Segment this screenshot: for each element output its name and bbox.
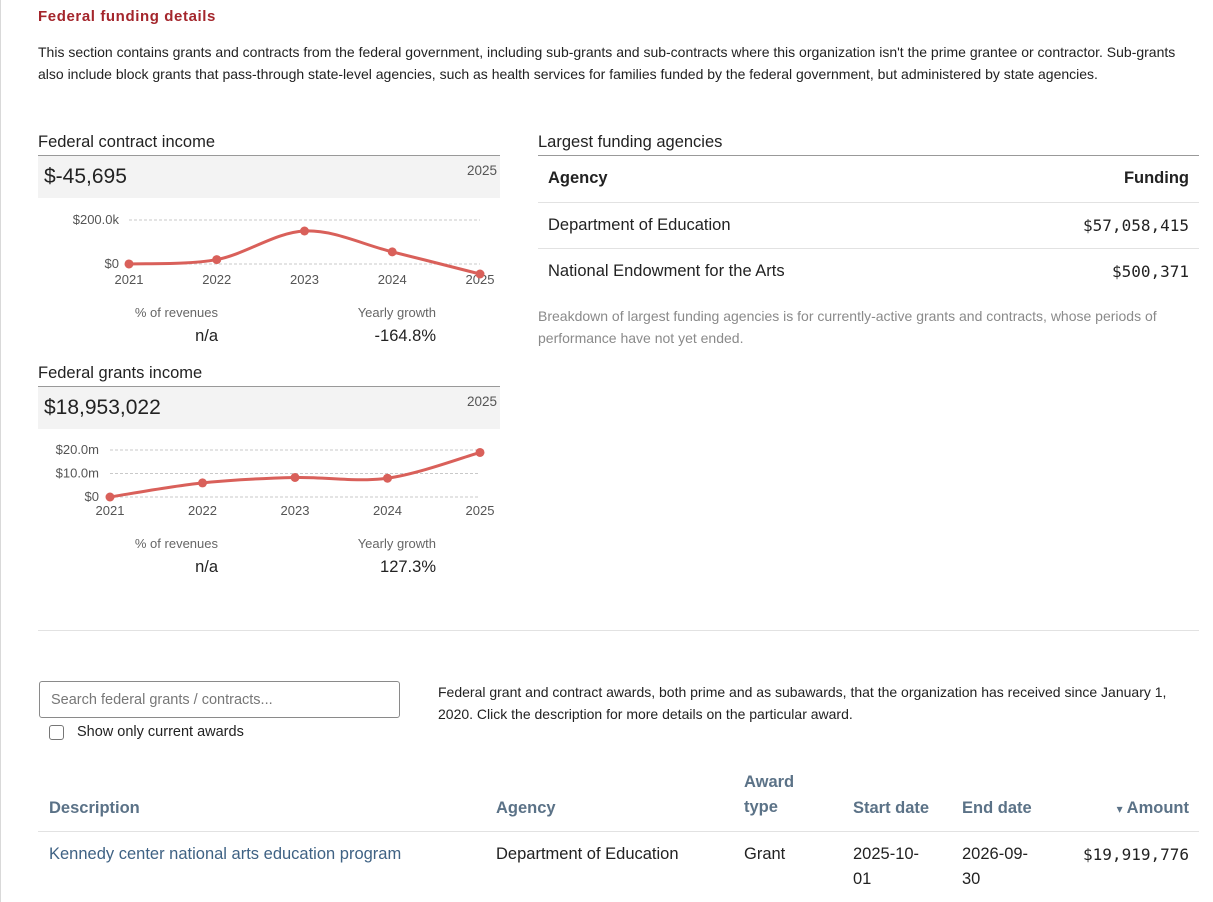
award-type: Grant <box>744 845 786 863</box>
award-amount: $19,919,776 <box>1083 845 1189 864</box>
agencies-col-agency: Agency <box>538 156 982 203</box>
grants-growth-value: 127.3% <box>380 558 436 576</box>
awards-col-award-type[interactable]: Award type <box>744 770 794 820</box>
chart-x-tick-label: 2023 <box>281 503 310 518</box>
contract-income-value: $-45,695 <box>44 165 127 188</box>
award-end-date-line2: 30 <box>962 870 981 888</box>
sort-descending-icon: ▾ <box>1116 802 1123 816</box>
chart-y-tick-label: $20.0m <box>56 442 99 457</box>
grants-income-rule <box>38 386 500 387</box>
chart-x-tick-label: 2022 <box>188 503 217 518</box>
chart-y-tick-label: $200.0k <box>73 212 120 227</box>
awards-col-agency[interactable]: Agency <box>496 799 556 817</box>
awards-col-amount[interactable]: ▾ Amount <box>1060 796 1189 822</box>
section-intro: This section contains grants and contrac… <box>38 44 1176 82</box>
awards-col-start-date[interactable]: Start date <box>853 799 930 817</box>
award-agency: Department of Education <box>496 845 679 863</box>
contract-income-rule <box>38 155 500 156</box>
awards-description: Federal grant and contract awards, both … <box>438 684 1167 722</box>
award-end-date-line1: 2026-09- <box>962 845 1029 863</box>
chart-data-point <box>387 247 397 257</box>
chart-y-tick-label: $0 <box>105 256 119 271</box>
awards-col-end-date[interactable]: End date <box>962 799 1032 817</box>
chart-data-point <box>383 473 392 483</box>
award-start-date-line2: 01 <box>853 870 872 888</box>
agencies-header-row: Agency Funding <box>538 156 1199 203</box>
awards-col-amount-label: Amount <box>1126 799 1189 817</box>
award-start-date-line1: 2025-10- <box>853 845 920 863</box>
contract-growth-value: -164.8% <box>374 327 436 345</box>
agencies-table: Agency Funding Department of Education $… <box>538 156 1199 294</box>
agency-row: Department of Education $57,058,415 <box>538 202 1199 249</box>
chart-x-tick-label: 2024 <box>378 272 407 287</box>
chart-series-line <box>127 229 482 276</box>
award-description-link[interactable]: Kennedy center national arts education p… <box>49 845 402 863</box>
awards-col-award-type-line1: Award <box>744 773 795 791</box>
chart-x-tick-label: 2024 <box>373 503 402 518</box>
section-title: Federal funding details <box>38 8 216 25</box>
chart-data-point <box>212 255 222 265</box>
chart-data-point <box>290 472 300 482</box>
page-left-border <box>0 0 1 902</box>
current-awards-label: Show only current awards <box>77 724 244 740</box>
current-awards-checkbox[interactable] <box>49 724 64 740</box>
grants-income-value: $18,953,022 <box>44 396 161 419</box>
agency-funding: $500,371 <box>1111 261 1189 281</box>
agencies-col-funding: Funding <box>981 156 1199 203</box>
chart-data-point <box>105 492 115 502</box>
awards-col-award-type-line2: type <box>744 798 778 816</box>
grants-pct-label: % of revenues <box>134 536 218 551</box>
contract-income-title: Federal contract income <box>38 133 215 151</box>
agency-funding: $57,058,415 <box>981 202 1199 249</box>
awards-col-description[interactable]: Description <box>49 799 140 817</box>
chart-x-tick-label: 2021 <box>115 272 144 287</box>
contract-pct-value: n/a <box>195 327 218 345</box>
grants-income-box: $18,953,022 2025 <box>38 387 500 429</box>
current-awards-toggle[interactable]: Show only current awards <box>49 724 244 740</box>
contract-growth-label: Yearly growth <box>357 305 436 320</box>
contract-income-year: 2025 <box>466 163 497 178</box>
contract-pct-label: % of revenues <box>134 305 218 320</box>
chart-x-tick-label: 2022 <box>202 272 231 287</box>
chart-data-point <box>198 478 207 488</box>
chart-data-point <box>124 259 134 269</box>
awards-header-rule <box>38 831 1199 832</box>
chart-x-tick-label: 2021 <box>96 503 125 518</box>
chart-data-point <box>475 269 485 279</box>
agency-name: National Endowment for the Arts <box>548 261 785 280</box>
agencies-title: Largest funding agencies <box>538 133 723 151</box>
agencies-note: Breakdown of largest funding agencies is… <box>538 308 1157 346</box>
grants-income-year: 2025 <box>466 394 497 409</box>
chart-data-point <box>300 226 309 236</box>
grants-income-title: Federal grants income <box>38 364 203 382</box>
grants-growth-label: Yearly growth <box>357 536 436 551</box>
section-divider <box>38 630 1199 631</box>
awards-search-input[interactable] <box>39 681 400 718</box>
chart-y-tick-label: $0 <box>85 489 99 504</box>
chart-x-tick-label: 2025 <box>466 503 495 518</box>
chart-data-point <box>475 447 485 457</box>
chart-x-tick-label: 2025 <box>466 272 495 287</box>
contract-income-box: $-45,695 2025 <box>38 156 500 198</box>
agency-name: Department of Education <box>538 202 982 249</box>
award-end-date: 2026-09- 30 <box>962 842 1028 892</box>
chart-x-tick-label: 2023 <box>290 272 319 287</box>
agency-row: National Endowment for the Arts $500,371 <box>538 248 1199 294</box>
grants-pct-value: n/a <box>195 558 218 576</box>
award-start-date: 2025-10- 01 <box>853 842 919 892</box>
chart-y-tick-label: $10.0m <box>56 466 99 481</box>
agencies-rule <box>538 155 1199 156</box>
